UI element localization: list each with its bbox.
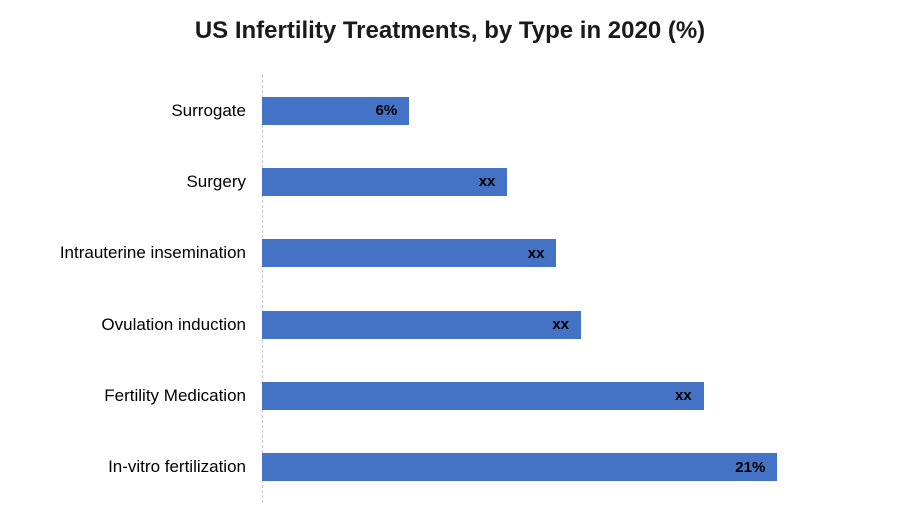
bar-track: xx [262, 289, 900, 360]
bar-track: 6% [262, 75, 900, 146]
category-label: Ovulation induction [101, 314, 246, 334]
chart-row: In-vitro fertilization 21% [0, 432, 900, 503]
chart-row: Surrogate 6% [0, 75, 900, 146]
chart-title: US Infertility Treatments, by Type in 20… [194, 17, 706, 44]
bar-track: xx [262, 360, 900, 431]
bar-surrogate: 6% [262, 96, 410, 125]
bar-surgery: xx [262, 167, 508, 196]
category-label: In-vitro fertilization [108, 457, 246, 477]
bar-value-label: xx [527, 244, 545, 262]
plot-area: Surrogate 6% Surgery xx Intrauterine ins… [0, 75, 900, 503]
chart-row: Ovulation induction xx [0, 289, 900, 360]
bar-intrauterine-insemination: xx [262, 239, 557, 268]
chart-row: Surgery xx [0, 146, 900, 217]
bar-value-label: 6% [375, 102, 398, 120]
category-label: Surrogate [171, 100, 246, 120]
chart-row: Intrauterine insemination xx [0, 218, 900, 289]
bar-track: xx [262, 146, 900, 217]
y-axis-line [262, 75, 263, 503]
category-label: Intrauterine insemination [59, 243, 246, 263]
bar-value-label: 21% [735, 458, 766, 476]
bar-fertility-medication: xx [262, 381, 704, 410]
bar-value-label: xx [552, 316, 569, 334]
bar-in-vitro-fertilization: 21% [262, 453, 778, 482]
category-label: Fertility Medication [104, 385, 246, 405]
bar-value-label: xx [675, 387, 692, 405]
bar-ovulation-induction: xx [262, 310, 581, 339]
bar-value-label: xx [478, 173, 496, 191]
bar-track: xx [262, 218, 900, 289]
category-label: Surgery [186, 171, 246, 191]
bar-track: 21% [262, 432, 900, 503]
chart-row: Fertility Medication xx [0, 360, 900, 431]
